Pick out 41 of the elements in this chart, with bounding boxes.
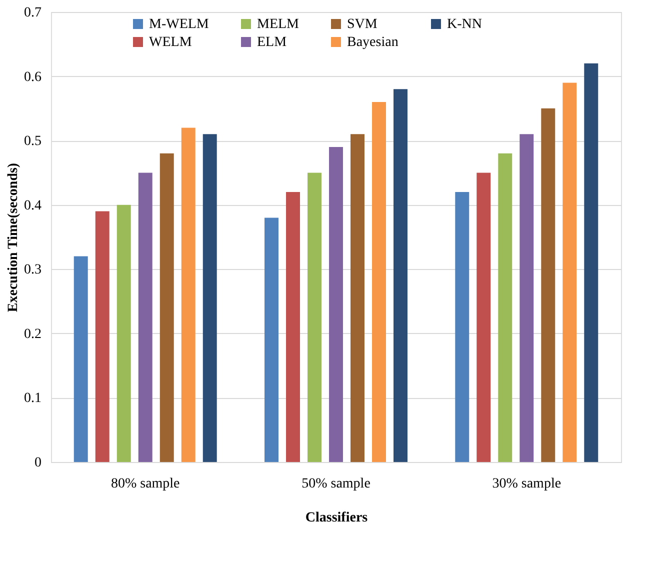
bar xyxy=(329,147,343,462)
bar xyxy=(74,256,88,462)
y-tick-label: 0.7 xyxy=(24,6,42,20)
bar xyxy=(476,172,491,462)
bar xyxy=(160,153,174,462)
bar xyxy=(264,218,278,462)
bar xyxy=(116,204,131,462)
legend-label: ELM xyxy=(257,35,288,50)
legend-label: MELM xyxy=(257,17,300,32)
legend-label: WELM xyxy=(149,35,192,50)
bar xyxy=(562,82,577,462)
y-axis-title: Execution Time(seconds) xyxy=(6,162,21,312)
bar xyxy=(520,134,534,462)
legend-label: M-WELM xyxy=(149,17,210,32)
bar xyxy=(202,134,217,462)
bar xyxy=(286,192,300,462)
y-tick-label: 0 xyxy=(34,456,42,470)
bar xyxy=(455,192,470,462)
y-tick-label: 0.2 xyxy=(24,326,42,342)
bar xyxy=(350,134,364,462)
bar xyxy=(138,172,152,462)
x-tick-label: 80% sample xyxy=(110,476,180,492)
bar xyxy=(498,153,512,462)
bar xyxy=(308,172,322,462)
legend-label: Bayesian xyxy=(347,35,398,50)
bar xyxy=(181,128,196,462)
x-axis-title: Classifiers xyxy=(305,510,368,526)
x-tick-label: 50% sample xyxy=(302,476,370,492)
bar xyxy=(541,108,556,462)
x-tick-label: 30% sample xyxy=(492,476,562,492)
legend-label: SVM xyxy=(347,17,378,32)
y-tick-label: 0.4 xyxy=(24,198,42,214)
legend-label: K-NN xyxy=(447,17,482,32)
y-tick-label: 0.5 xyxy=(24,134,42,150)
bar xyxy=(394,89,408,462)
y-tick-label: 0.3 xyxy=(24,262,42,278)
y-tick-label: 0.1 xyxy=(24,391,42,406)
bar xyxy=(95,211,110,462)
y-tick-label: 0.6 xyxy=(24,70,42,85)
bar xyxy=(372,102,386,462)
bar xyxy=(584,63,598,462)
